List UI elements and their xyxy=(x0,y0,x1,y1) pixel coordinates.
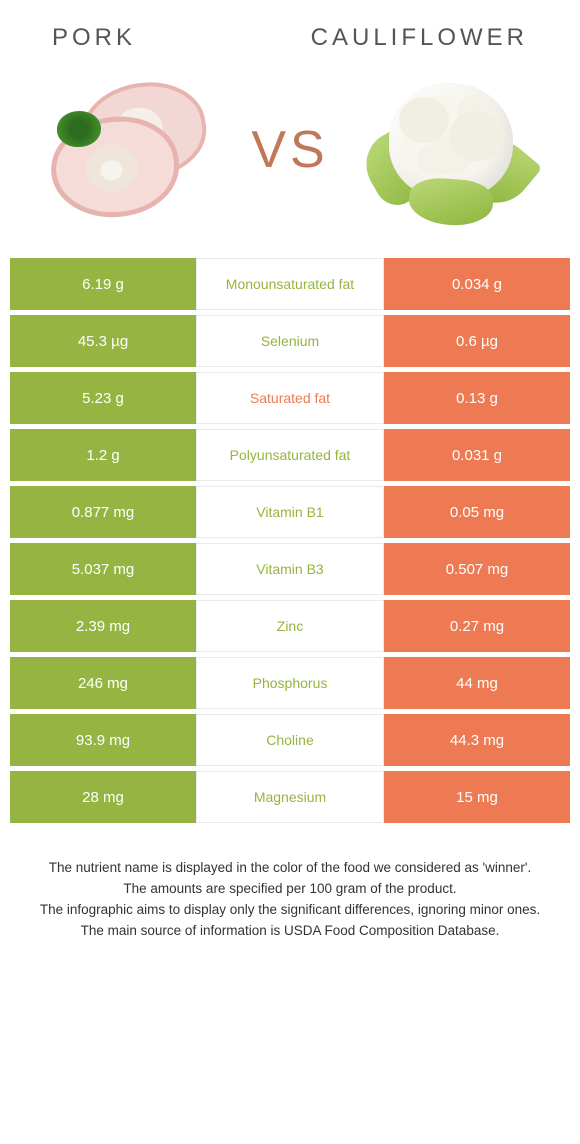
cauliflower-illustration xyxy=(365,75,535,225)
left-value: 246 mg xyxy=(10,657,196,709)
left-food-title: Pork xyxy=(52,24,136,52)
nutrient-label: Polyunsaturated fat xyxy=(196,429,384,481)
left-value: 1.2 g xyxy=(10,429,196,481)
table-row: 5.037 mgVitamin B30.507 mg xyxy=(10,543,570,595)
left-value: 93.9 mg xyxy=(10,714,196,766)
nutrient-label: Zinc xyxy=(196,600,384,652)
nutrition-table: 6.19 gMonounsaturated fat0.034 g45.3 µgS… xyxy=(0,258,580,823)
left-value: 2.39 mg xyxy=(10,600,196,652)
right-food-title: Cauliflower xyxy=(311,24,528,52)
left-value: 5.23 g xyxy=(10,372,196,424)
nutrient-label: Vitamin B1 xyxy=(196,486,384,538)
cauliflower-image xyxy=(360,70,540,230)
pork-image xyxy=(40,70,220,230)
right-value: 0.507 mg xyxy=(384,543,570,595)
footnote-line: The nutrient name is displayed in the co… xyxy=(20,858,560,879)
comparison-header: Pork Cauliflower xyxy=(0,0,580,70)
table-row: 2.39 mgZinc0.27 mg xyxy=(10,600,570,652)
nutrient-label: Phosphorus xyxy=(196,657,384,709)
right-value: 0.05 mg xyxy=(384,486,570,538)
left-value: 6.19 g xyxy=(10,258,196,310)
table-row: 28 mgMagnesium15 mg xyxy=(10,771,570,823)
right-value: 0.13 g xyxy=(384,372,570,424)
nutrient-label: Selenium xyxy=(196,315,384,367)
left-value: 0.877 mg xyxy=(10,486,196,538)
nutrient-label: Vitamin B3 xyxy=(196,543,384,595)
footnote-line: The amounts are specified per 100 gram o… xyxy=(20,879,560,900)
right-value: 0.034 g xyxy=(384,258,570,310)
table-row: 246 mgPhosphorus44 mg xyxy=(10,657,570,709)
table-row: 1.2 gPolyunsaturated fat0.031 g xyxy=(10,429,570,481)
table-row: 5.23 gSaturated fat0.13 g xyxy=(10,372,570,424)
left-value: 28 mg xyxy=(10,771,196,823)
right-value: 44 mg xyxy=(384,657,570,709)
table-row: 6.19 gMonounsaturated fat0.034 g xyxy=(10,258,570,310)
table-row: 0.877 mgVitamin B10.05 mg xyxy=(10,486,570,538)
right-value: 15 mg xyxy=(384,771,570,823)
right-value: 0.27 mg xyxy=(384,600,570,652)
footnote-line: The infographic aims to display only the… xyxy=(20,900,560,921)
left-value: 5.037 mg xyxy=(10,543,196,595)
table-row: 93.9 mgCholine44.3 mg xyxy=(10,714,570,766)
right-value: 0.6 µg xyxy=(384,315,570,367)
table-row: 45.3 µgSelenium0.6 µg xyxy=(10,315,570,367)
nutrient-label: Saturated fat xyxy=(196,372,384,424)
right-value: 44.3 mg xyxy=(384,714,570,766)
left-value: 45.3 µg xyxy=(10,315,196,367)
nutrient-label: Magnesium xyxy=(196,771,384,823)
footnote-line: The main source of information is USDA F… xyxy=(20,921,560,942)
vs-label: VS xyxy=(251,120,328,180)
nutrient-label: Monounsaturated fat xyxy=(196,258,384,310)
images-row: VS xyxy=(0,70,580,258)
right-value: 0.031 g xyxy=(384,429,570,481)
footnotes: The nutrient name is displayed in the co… xyxy=(0,828,580,942)
nutrient-label: Choline xyxy=(196,714,384,766)
pork-illustration xyxy=(45,75,215,225)
